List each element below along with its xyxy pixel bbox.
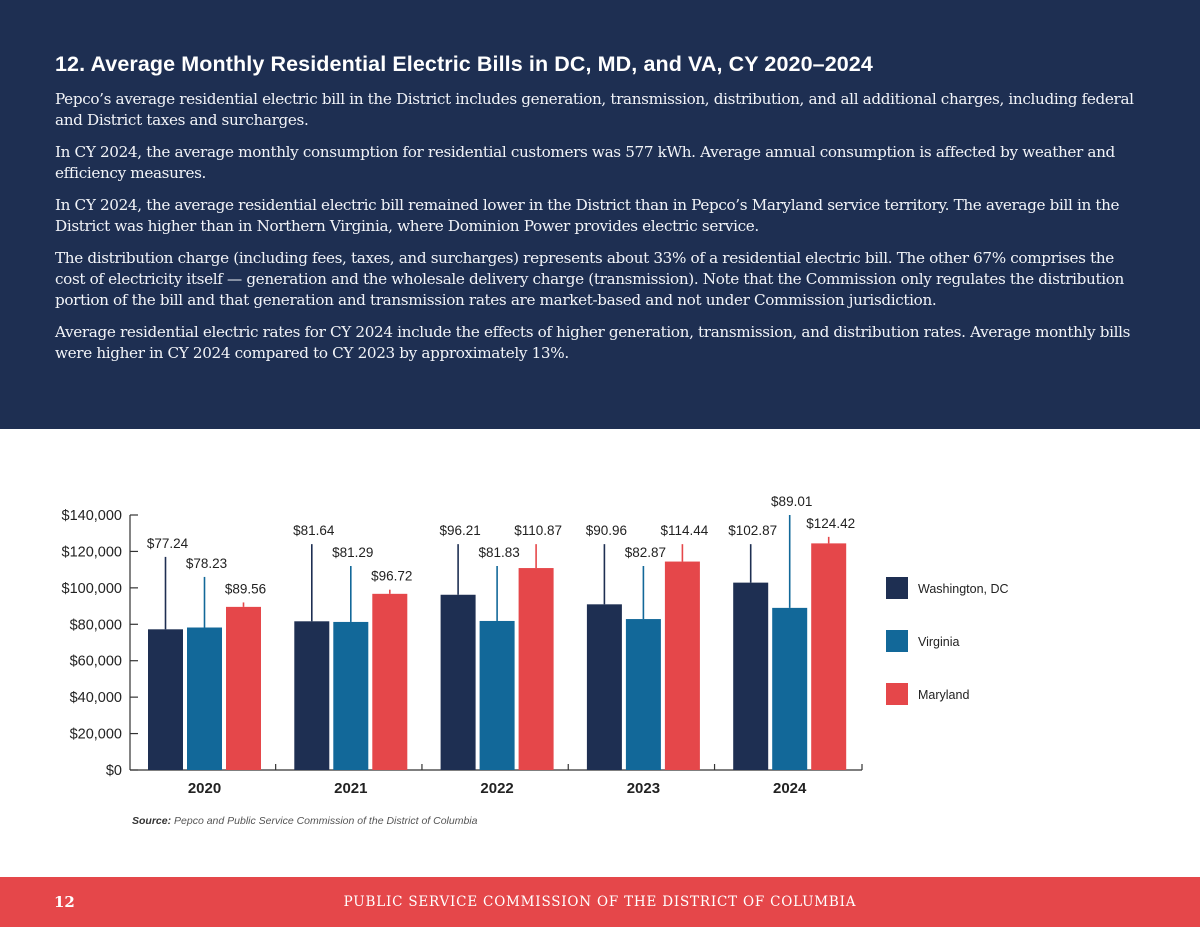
x-tick-label: 2023 [627,780,660,797]
x-tick-label: 2024 [773,780,807,797]
bar [226,606,261,770]
y-tick-label: $60,000 [70,654,122,670]
bar-value-label: $89.01 [771,494,812,509]
bar-value-label: $124.42 [806,516,855,531]
x-tick-label: 2021 [334,780,367,797]
x-tick-label: 2020 [188,780,221,797]
y-tick-label: $40,000 [70,690,122,706]
bar [733,582,769,770]
bar-value-label: $81.29 [332,545,373,560]
bar-value-label: $102.87 [728,523,777,538]
y-tick-label: $0 [106,763,122,779]
bar-value-label: $78.23 [186,556,227,571]
page-number: 12 [54,893,75,911]
intro-paragraph-4: The distribution charge (including fees,… [55,249,1124,309]
bar-value-label: $114.44 [660,523,708,538]
legend-label: Maryland [918,688,969,702]
intro-paragraph-5: Average residential electric rates for C… [55,323,1131,362]
intro-paragraph-3: In CY 2024, the average residential elec… [55,196,1120,235]
source-note: Source: Pepco and Public Service Commiss… [132,815,477,827]
bar-value-label: $89.56 [225,581,266,596]
bar [333,621,369,770]
source-text: Pepco and Public Service Commission of t… [174,815,478,827]
intro-panel: 12. Average Monthly Residential Electric… [0,0,1200,429]
bar-value-label: $110.87 [514,523,562,538]
source-label: Source: [132,815,172,827]
legend-swatch [886,577,908,599]
bar [586,604,622,770]
bar [440,594,476,770]
legend-swatch [886,683,908,705]
bar-value-label: $81.64 [293,523,335,538]
bar [148,629,183,770]
intro-paragraph-2: In CY 2024, the average monthly consumpt… [55,143,1115,182]
bar-value-label: $96.21 [439,523,480,538]
bar [772,607,808,770]
bar-chart: $0 $20,000 $40,000 $60,000 $80,000 $100,000 $1… [62,494,1009,797]
bar [625,619,661,770]
footer-bar: 12 PUBLIC SERVICE COMMISSION OF THE DIST… [0,877,1200,927]
bar [294,621,330,770]
intro-paragraph-1: Pepco’s average residential electric bil… [55,90,1134,129]
bar [518,568,554,770]
y-tick-label: $80,000 [70,617,122,633]
y-tick-label: $20,000 [70,727,122,743]
bar [479,620,515,770]
y-tick-label: $120,000 [62,544,122,560]
legend-swatch [886,630,908,652]
bar-value-label: $96.72 [371,569,412,584]
bar-value-label: $82.87 [625,545,666,560]
y-tick-label: $140,000 [62,508,122,524]
bar [664,561,700,770]
bar-value-label: $81.83 [478,545,519,560]
bar-value-label: $90.96 [586,523,627,538]
bar [811,543,847,770]
bar [372,593,408,770]
legend-label: Washington, DC [918,582,1009,596]
footer-title: PUBLIC SERVICE COMMISSION OF THE DISTRIC… [343,894,857,910]
y-tick-label: $100,000 [62,581,122,597]
x-tick-label: 2022 [480,780,513,797]
legend-label: Virginia [918,635,960,649]
page-title: 12. Average Monthly Residential Electric… [55,52,873,76]
bar [187,627,222,770]
bar-value-label: $77.24 [147,536,189,551]
